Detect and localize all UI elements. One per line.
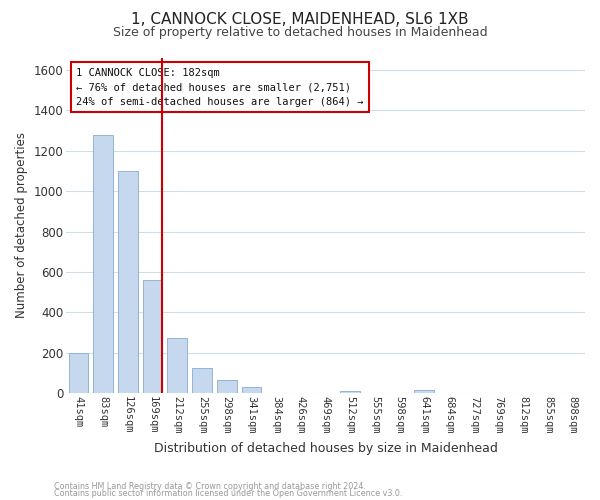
Y-axis label: Number of detached properties: Number of detached properties: [15, 132, 28, 318]
Bar: [167, 338, 187, 394]
Bar: [242, 388, 261, 394]
Bar: [68, 353, 88, 394]
Text: Size of property relative to detached houses in Maidenhead: Size of property relative to detached ho…: [113, 26, 487, 39]
Bar: [143, 280, 163, 394]
Bar: [217, 380, 236, 394]
Bar: [118, 171, 138, 394]
X-axis label: Distribution of detached houses by size in Maidenhead: Distribution of detached houses by size …: [154, 442, 497, 455]
Bar: [93, 136, 113, 394]
Bar: [415, 390, 434, 394]
Text: 1 CANNOCK CLOSE: 182sqm
← 76% of detached houses are smaller (2,751)
24% of semi: 1 CANNOCK CLOSE: 182sqm ← 76% of detache…: [76, 68, 364, 107]
Bar: [340, 392, 360, 394]
Text: Contains public sector information licensed under the Open Government Licence v3: Contains public sector information licen…: [54, 489, 403, 498]
Text: 1, CANNOCK CLOSE, MAIDENHEAD, SL6 1XB: 1, CANNOCK CLOSE, MAIDENHEAD, SL6 1XB: [131, 12, 469, 28]
Text: Contains HM Land Registry data © Crown copyright and database right 2024.: Contains HM Land Registry data © Crown c…: [54, 482, 366, 491]
Bar: [192, 368, 212, 394]
